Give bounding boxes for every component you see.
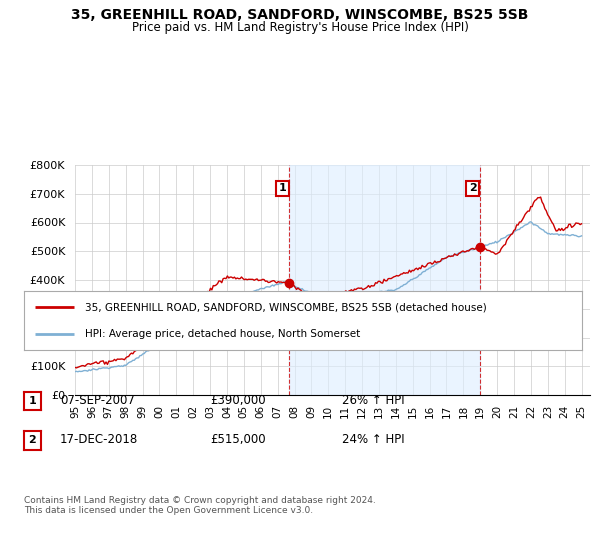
Bar [289,165,479,395]
Text: 1: 1 [278,184,286,193]
Text: £515,000: £515,000 [210,433,266,446]
Text: £390,000: £390,000 [210,394,266,407]
Text: 24% ↑ HPI: 24% ↑ HPI [342,433,404,446]
Text: 35, GREENHILL ROAD, SANDFORD, WINSCOMBE, BS25 5SB: 35, GREENHILL ROAD, SANDFORD, WINSCOMBE,… [71,8,529,22]
Text: 26% ↑ HPI: 26% ↑ HPI [342,394,404,407]
Text: 07-SEP-2007: 07-SEP-2007 [60,394,135,407]
Text: Price paid vs. HM Land Registry's House Price Index (HPI): Price paid vs. HM Land Registry's House … [131,21,469,34]
Text: Contains HM Land Registry data © Crown copyright and database right 2024.
This d: Contains HM Land Registry data © Crown c… [24,496,376,515]
Text: 2: 2 [29,436,36,445]
Text: HPI: Average price, detached house, North Somerset: HPI: Average price, detached house, Nort… [85,329,361,339]
Text: 2: 2 [469,184,476,193]
Text: 1: 1 [29,396,36,406]
Text: 35, GREENHILL ROAD, SANDFORD, WINSCOMBE, BS25 5SB (detached house): 35, GREENHILL ROAD, SANDFORD, WINSCOMBE,… [85,302,487,312]
Text: 17-DEC-2018: 17-DEC-2018 [60,433,138,446]
